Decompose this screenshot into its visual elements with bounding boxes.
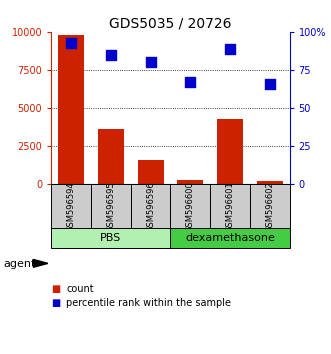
Point	[188, 79, 193, 85]
Bar	[131, 184, 170, 228]
Text: ■: ■	[51, 284, 61, 293]
Text: dexamethasone: dexamethasone	[185, 233, 275, 243]
Text: GSM596596: GSM596596	[146, 181, 155, 232]
Bar	[217, 119, 243, 184]
Polygon shape	[33, 259, 48, 267]
Bar	[51, 184, 91, 228]
Title: GDS5035 / 20726: GDS5035 / 20726	[109, 17, 232, 31]
Bar	[210, 184, 250, 228]
Bar	[170, 228, 290, 248]
Bar	[257, 181, 283, 184]
Bar	[177, 179, 203, 184]
Text: GSM596594: GSM596594	[67, 181, 76, 232]
Text: PBS: PBS	[100, 233, 121, 243]
Text: GSM596600: GSM596600	[186, 181, 195, 232]
Text: percentile rank within the sample: percentile rank within the sample	[66, 298, 231, 308]
Bar	[250, 184, 290, 228]
Point	[69, 40, 74, 45]
Bar	[58, 35, 84, 184]
Bar	[138, 160, 164, 184]
Point	[108, 52, 114, 58]
Bar	[91, 184, 131, 228]
Text: agent: agent	[3, 259, 36, 269]
Text: ■: ■	[51, 298, 61, 308]
Text: count: count	[66, 284, 94, 293]
Text: GSM596602: GSM596602	[265, 181, 274, 232]
Bar	[51, 228, 170, 248]
Point	[227, 46, 233, 51]
Text: GSM596595: GSM596595	[106, 181, 116, 232]
Text: GSM596601: GSM596601	[225, 181, 235, 232]
Point	[148, 59, 153, 65]
Bar	[98, 129, 124, 184]
Bar	[170, 184, 210, 228]
Point	[267, 81, 272, 86]
